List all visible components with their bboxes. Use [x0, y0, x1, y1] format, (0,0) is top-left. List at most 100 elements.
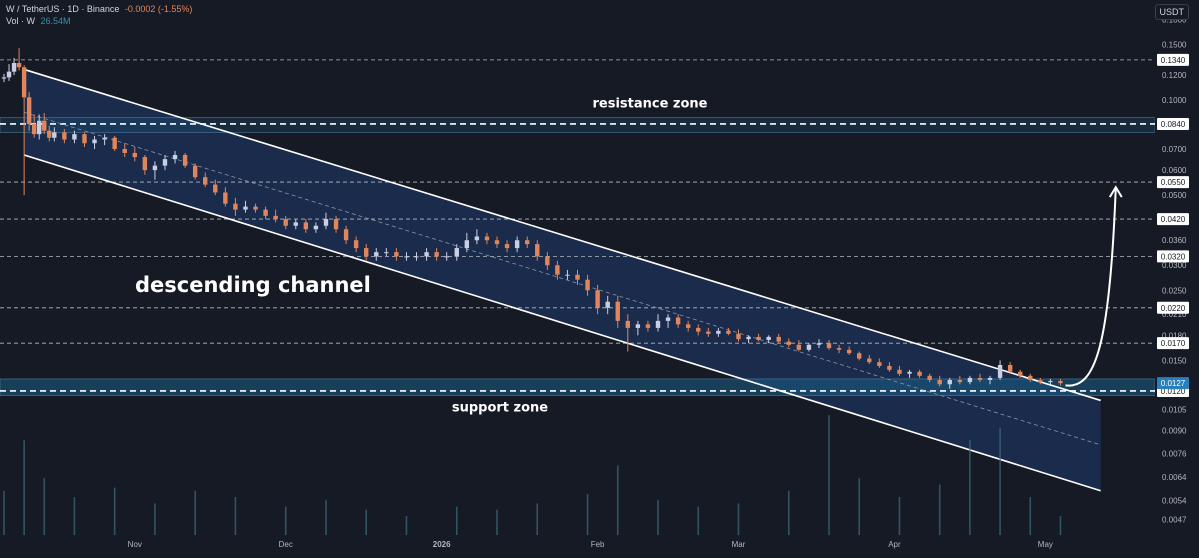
volume-value: 26.54M — [40, 16, 71, 26]
candle-body — [575, 274, 580, 280]
projection-arrow-head — [1108, 185, 1123, 198]
price-change: -0.0002 (-1.55%) — [124, 4, 193, 14]
candle-body — [364, 248, 369, 257]
candle-body — [635, 324, 641, 328]
y-tick-label: 0.0076 — [1162, 450, 1187, 459]
level-label-bg — [1157, 213, 1189, 226]
candle-body — [1028, 375, 1033, 380]
candle-body — [82, 134, 87, 144]
volume-bar — [787, 490, 790, 535]
volume-bar — [194, 490, 196, 535]
volume-bar — [1059, 516, 1062, 535]
candle-body — [796, 344, 802, 350]
volume-bar — [43, 478, 46, 535]
candle-body — [26, 97, 32, 124]
candle-body — [877, 362, 882, 366]
candle-body — [806, 344, 812, 350]
candle-body — [203, 177, 208, 185]
candle-body — [283, 219, 288, 226]
level-label: 0.0220 — [1161, 304, 1186, 313]
candle-body — [565, 274, 570, 276]
level-label: 0.0420 — [1161, 215, 1186, 224]
y-tick-label: 0.0210 — [1162, 310, 1187, 319]
symbol-title[interactable]: W / TetherUS · 1D · Binance — [6, 4, 120, 14]
volume-bar — [234, 497, 237, 535]
currency-unit-badge[interactable]: USDT — [1154, 4, 1189, 20]
volume-bar — [536, 503, 539, 535]
candle-body — [474, 236, 480, 241]
candle-body — [726, 330, 731, 334]
candle-body — [927, 375, 932, 380]
volume-bar — [154, 503, 156, 535]
y-tick-label: 0.0105 — [1162, 405, 1187, 414]
channel-upper-line — [23, 68, 1101, 402]
volume-bar — [938, 484, 941, 535]
y-tick-label: 0.0180 — [1162, 331, 1187, 340]
volume-bar — [284, 506, 287, 535]
candle-body — [343, 229, 349, 241]
candle-body — [655, 320, 661, 328]
candle-body — [1, 77, 7, 79]
candle-body — [484, 236, 490, 241]
channel-lower-line — [23, 154, 1101, 492]
candle-body — [706, 331, 711, 334]
candle-body — [72, 134, 77, 140]
candle-body — [947, 379, 952, 385]
candle-body — [665, 317, 671, 321]
chart-header: W / TetherUS · 1D · Binance -0.0002 (-1.… — [6, 4, 195, 14]
candle-body — [172, 155, 178, 160]
candle-body — [243, 206, 248, 210]
current-price-bg — [1157, 377, 1189, 390]
level-label: 0.0170 — [1161, 339, 1186, 348]
y-tick-label: 0.0600 — [1162, 166, 1187, 175]
candle-body — [786, 341, 791, 345]
candle-body — [615, 301, 620, 321]
volume-bar — [898, 497, 901, 535]
candle-body — [524, 240, 530, 245]
candle-body — [917, 371, 922, 376]
candle-body — [414, 256, 419, 258]
candle-body — [31, 123, 37, 135]
candle-body — [696, 327, 701, 332]
candle-body — [6, 71, 12, 78]
x-tick-label: Mar — [732, 540, 746, 549]
candle-body — [675, 317, 681, 325]
y-tick-label: 0.1500 — [1162, 40, 1187, 49]
candle-body — [233, 203, 238, 210]
candle-body — [11, 63, 17, 72]
volume-bar — [697, 506, 700, 535]
candle-body — [374, 252, 379, 257]
candle-body — [52, 132, 57, 138]
candle-body — [716, 330, 721, 334]
candle-body — [152, 165, 158, 171]
candle-body — [555, 265, 560, 275]
candle-body — [162, 159, 168, 166]
x-tick-label: Apr — [888, 540, 901, 549]
candle-body — [816, 343, 822, 345]
volume-label[interactable]: Vol · W — [6, 16, 36, 26]
candle-body — [132, 152, 137, 158]
volume-bar — [325, 500, 327, 535]
candle-body — [404, 256, 409, 258]
volume-bar — [969, 440, 971, 535]
price-axis-panel — [1155, 0, 1199, 553]
candle-body — [1007, 364, 1013, 372]
zone-label: support zone — [452, 401, 548, 416]
candle-body — [746, 336, 751, 340]
candle-body — [42, 120, 47, 131]
current-price-label: 0.0127 — [1161, 379, 1186, 388]
x-tick-label: 2026 — [433, 540, 451, 549]
volume-bar — [586, 493, 589, 535]
y-tick-label: 0.0700 — [1162, 145, 1187, 154]
candle-body — [1038, 379, 1043, 383]
candle-body — [263, 209, 268, 216]
candle-body — [92, 139, 97, 144]
candle-body — [112, 137, 117, 149]
y-tick-label: 0.1200 — [1162, 71, 1187, 80]
level-label-bg — [1157, 53, 1189, 66]
level-label: 0.1340 — [1161, 56, 1186, 65]
candle-body — [253, 206, 258, 210]
candle-body — [1058, 381, 1063, 384]
